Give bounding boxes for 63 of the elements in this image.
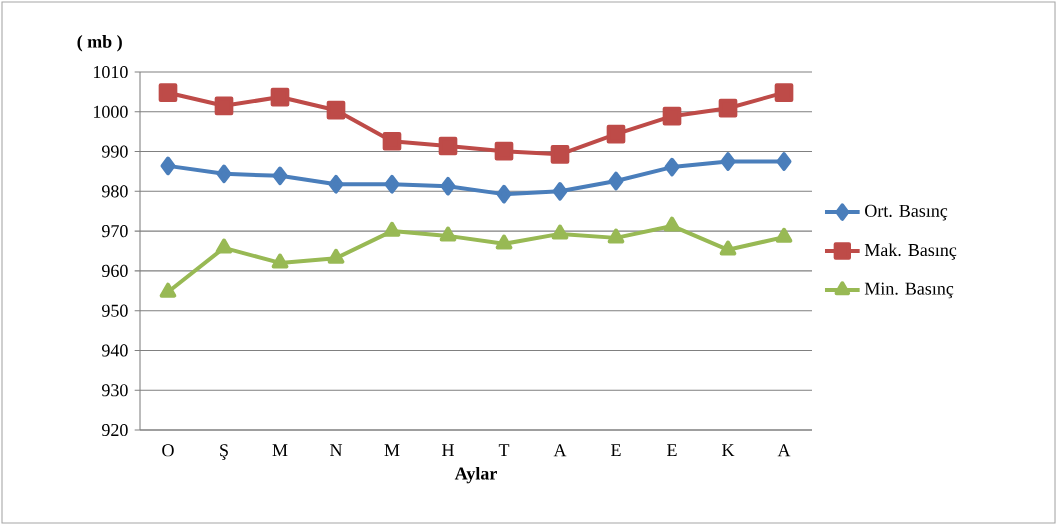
point	[214, 96, 234, 116]
point	[664, 157, 680, 177]
x-tick-label: E	[667, 444, 677, 457]
x-tick-label: M	[384, 444, 400, 457]
y-tick-label: 920	[101, 423, 128, 437]
point	[160, 156, 176, 176]
point	[384, 174, 400, 194]
point	[775, 227, 793, 243]
y-tick-label: 1000	[93, 105, 128, 118]
legend-label: Mak. Basınç	[864, 243, 957, 260]
point	[718, 98, 738, 118]
legend-label: Ort. Basınç	[865, 204, 948, 221]
y-tick-label: 950	[101, 304, 128, 317]
point	[158, 83, 178, 103]
x-tick-label: Ş	[220, 444, 228, 461]
y-tick-label: 980	[101, 185, 128, 198]
point	[552, 182, 568, 201]
point	[270, 87, 290, 107]
point	[606, 124, 626, 144]
point	[551, 224, 569, 240]
point	[438, 136, 458, 156]
point	[271, 253, 289, 269]
point	[215, 238, 233, 254]
point	[272, 166, 288, 186]
y-axis-title: ( mb )	[77, 35, 122, 52]
y-tick-label: 940	[101, 344, 128, 357]
point	[382, 131, 402, 151]
x-tick-label: K	[722, 444, 735, 457]
y-tick-label: 930	[101, 384, 128, 397]
point	[550, 145, 570, 164]
y-tick-label: 990	[101, 145, 128, 158]
point	[327, 248, 345, 264]
x-axis-title: Aylar	[454, 466, 497, 484]
point	[216, 164, 232, 184]
point	[662, 106, 682, 126]
point	[159, 282, 177, 298]
point	[495, 234, 513, 250]
y-tick-label: 970	[101, 225, 128, 238]
point	[383, 221, 401, 237]
x-tick-label: A	[777, 444, 791, 457]
point	[328, 174, 344, 194]
point	[440, 176, 456, 196]
y-tick-label: 960	[101, 264, 128, 277]
x-tick-label: A	[553, 444, 567, 457]
point	[720, 152, 736, 171]
point	[719, 240, 737, 256]
x-tick-label: T	[498, 444, 510, 457]
point	[439, 226, 457, 242]
point	[774, 83, 794, 103]
point	[326, 100, 346, 120]
x-tick-label: M	[272, 444, 288, 457]
point	[494, 141, 514, 161]
x-tick-label: H	[442, 444, 454, 457]
x-tick-label: E	[611, 444, 621, 457]
point	[607, 228, 625, 244]
point	[608, 171, 624, 191]
point	[776, 152, 792, 171]
point	[663, 216, 681, 232]
point	[496, 184, 512, 204]
y-tick-label: 1010	[93, 65, 128, 79]
legend-label: Min. Basınç	[864, 282, 954, 299]
x-tick-label: N	[330, 444, 343, 457]
x-tick-label: O	[162, 444, 174, 457]
